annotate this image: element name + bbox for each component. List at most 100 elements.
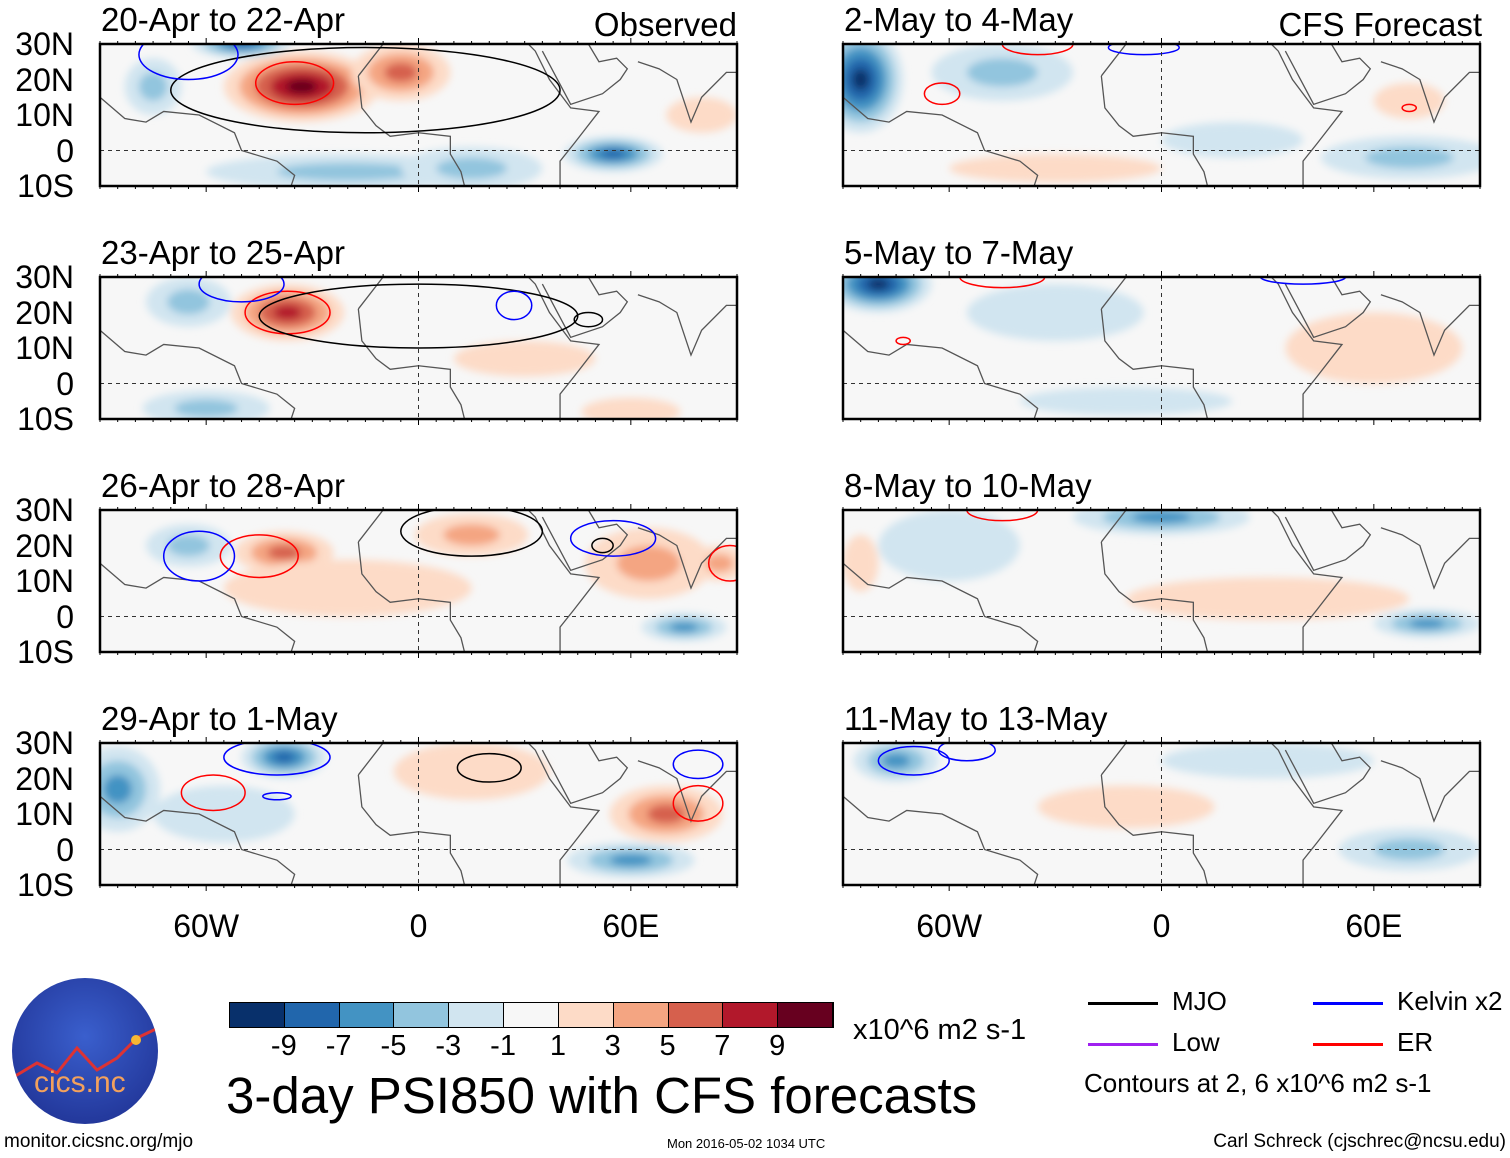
anomaly-blob (384, 62, 418, 82)
contour-kelvin (672, 749, 724, 780)
lat-tick: 30N (15, 492, 74, 528)
anomaly-blob (867, 278, 890, 290)
coastline (1284, 510, 1372, 572)
anomaly-blob (273, 305, 302, 320)
coastline (357, 510, 601, 652)
lat-tick: 10N (15, 796, 74, 832)
coastline (1380, 294, 1480, 357)
lon-tick: 60W (916, 908, 983, 944)
anomaly-blob (966, 284, 1144, 341)
anomaly-shading (146, 513, 737, 642)
anomaly-blob (1373, 83, 1445, 119)
coastline (843, 562, 1039, 652)
anomaly-blob (1132, 511, 1191, 524)
coastline (541, 277, 629, 339)
lon-tick: 0 (409, 908, 428, 944)
colorbar-label: 1 (549, 1030, 566, 1062)
coastline (1100, 277, 1344, 419)
colorbar-swatch (284, 1003, 340, 1027)
contour-er (895, 336, 911, 346)
coastline (1380, 527, 1480, 590)
map-panel (841, 737, 1482, 891)
contour-kelvin (937, 743, 996, 762)
coastline (541, 44, 629, 106)
contour-mjo (170, 46, 561, 134)
lat-tick: 0 (56, 132, 74, 169)
contour-kelvin (877, 745, 950, 776)
contour-mjo (400, 510, 544, 557)
anomaly-blob (103, 774, 132, 804)
anomaly-blob (138, 72, 168, 101)
coastline (100, 329, 296, 419)
panel-title: 8-May to 10-May (844, 467, 1092, 504)
anomaly-shading (843, 44, 1480, 183)
anomaly-shading (853, 743, 1480, 871)
anomaly-blob (1364, 146, 1454, 169)
legend-swatch (1313, 1043, 1383, 1046)
lon-tick: 60W (173, 908, 240, 944)
lon-tick: 0 (1152, 908, 1171, 944)
anomaly-shading (843, 510, 1480, 638)
contour-kelvin (569, 519, 657, 557)
colorbar-swatch (668, 1003, 724, 1027)
coastline (1100, 743, 1344, 885)
coastline (637, 294, 737, 357)
legend-swatch (1313, 1002, 1383, 1005)
map-panel (841, 38, 1482, 192)
anomaly-blob (581, 397, 681, 419)
anomaly-blob (153, 785, 295, 843)
coastline (1100, 510, 1344, 652)
anomaly-blob (267, 545, 301, 560)
contour-kelvin (138, 44, 239, 81)
colorbar-label: 9 (769, 1030, 786, 1062)
lat-tick: 20N (15, 760, 74, 797)
anomaly-blob (276, 162, 419, 181)
anomaly-blob (616, 545, 681, 581)
contour-kelvin (495, 290, 533, 321)
map-panel (98, 504, 739, 658)
credit: Carl Schreck (cjschrec@ncsu.edu) (1213, 1131, 1506, 1152)
anomaly-blob (705, 554, 734, 573)
lat-tick: 10N (15, 563, 74, 599)
lat-tick: 0 (56, 831, 74, 868)
anomaly-blob (223, 559, 472, 617)
colorbar-swatch (230, 1003, 285, 1027)
anomaly-blob (1285, 312, 1463, 384)
colorbar-swatch (339, 1003, 395, 1027)
coastline (637, 527, 737, 590)
timestamp: Mon 2016-05-02 1034 UTC (667, 1136, 826, 1151)
lat-tick: 0 (56, 598, 74, 635)
coastline (541, 743, 629, 805)
map-panel (98, 271, 739, 425)
coastline (1380, 61, 1480, 124)
contour-er (254, 61, 335, 106)
figure-title: 3-day PSI850 with CFS forecasts (226, 1067, 978, 1124)
lat-tick: 20N (15, 294, 74, 331)
anomaly-blob (852, 68, 870, 91)
contour-kelvin (1259, 277, 1347, 285)
legend-swatch (1088, 1002, 1158, 1005)
lat-tick: 10N (15, 97, 74, 133)
lon-tick: 60E (602, 908, 660, 944)
coastline (1284, 277, 1372, 339)
map-panel (841, 271, 1482, 425)
colorbar-label: -5 (380, 1030, 407, 1062)
map-panels (98, 38, 1482, 891)
anomaly-blob (453, 340, 596, 377)
legend-label: ER (1397, 1027, 1434, 1057)
observed-label: Observed (593, 6, 737, 43)
coastline (1100, 44, 1344, 186)
panel-title: 5-May to 7-May (844, 234, 1074, 271)
contour-kelvin (162, 530, 236, 582)
colorbar-label: -7 (325, 1030, 352, 1062)
contour-kelvin (1107, 44, 1180, 56)
coastline (357, 277, 601, 419)
coastline (843, 795, 1039, 885)
anomaly-shading (142, 277, 681, 419)
source-url[interactable]: monitor.cicsnc.org/mjo (4, 1131, 194, 1152)
lat-tick: 20N (15, 61, 74, 98)
lon-tick: 60E (1345, 908, 1403, 944)
contour-er (180, 774, 246, 812)
anomaly-blob (647, 804, 686, 824)
lat-tick: 30N (15, 26, 74, 62)
